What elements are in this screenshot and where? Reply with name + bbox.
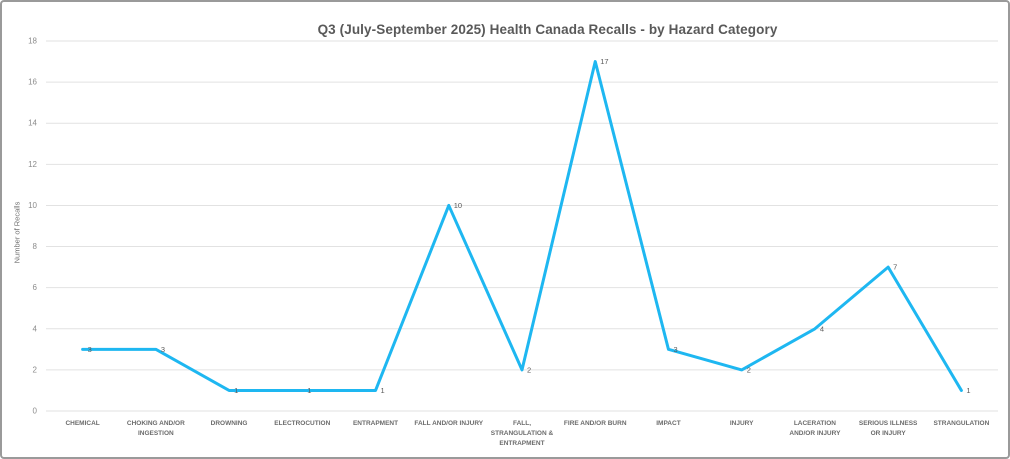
data-point-label: 1 — [307, 386, 311, 395]
y-tick-label: 16 — [28, 78, 37, 87]
y-tick-label: 12 — [28, 160, 37, 169]
chart-title: Q3 (July-September 2025) Health Canada R… — [317, 22, 778, 37]
data-point-label: 17 — [600, 57, 608, 66]
y-tick-label: 8 — [33, 242, 38, 251]
y-tick-label: 14 — [28, 119, 37, 128]
data-point-label: 2 — [527, 365, 531, 374]
y-tick-label: 10 — [28, 201, 37, 210]
y-tick-label: 2 — [33, 365, 38, 374]
data-point-label: 1 — [966, 386, 970, 395]
y-tick-label: 18 — [28, 37, 37, 46]
data-point-label: 3 — [673, 345, 677, 354]
data-point-label: 10 — [454, 201, 462, 210]
data-point-label: 1 — [381, 386, 385, 395]
y-tick-label: 0 — [33, 407, 38, 416]
y-tick-label: 6 — [33, 283, 38, 292]
data-point-label: 1 — [234, 386, 238, 395]
data-point-label: 4 — [820, 324, 824, 333]
data-point-label: 3 — [88, 345, 92, 354]
data-point-label: 2 — [747, 365, 751, 374]
data-point-label: 7 — [893, 263, 897, 272]
y-tick-label: 4 — [33, 324, 38, 333]
data-series-line — [81, 60, 963, 392]
data-point-label: 3 — [161, 345, 165, 354]
